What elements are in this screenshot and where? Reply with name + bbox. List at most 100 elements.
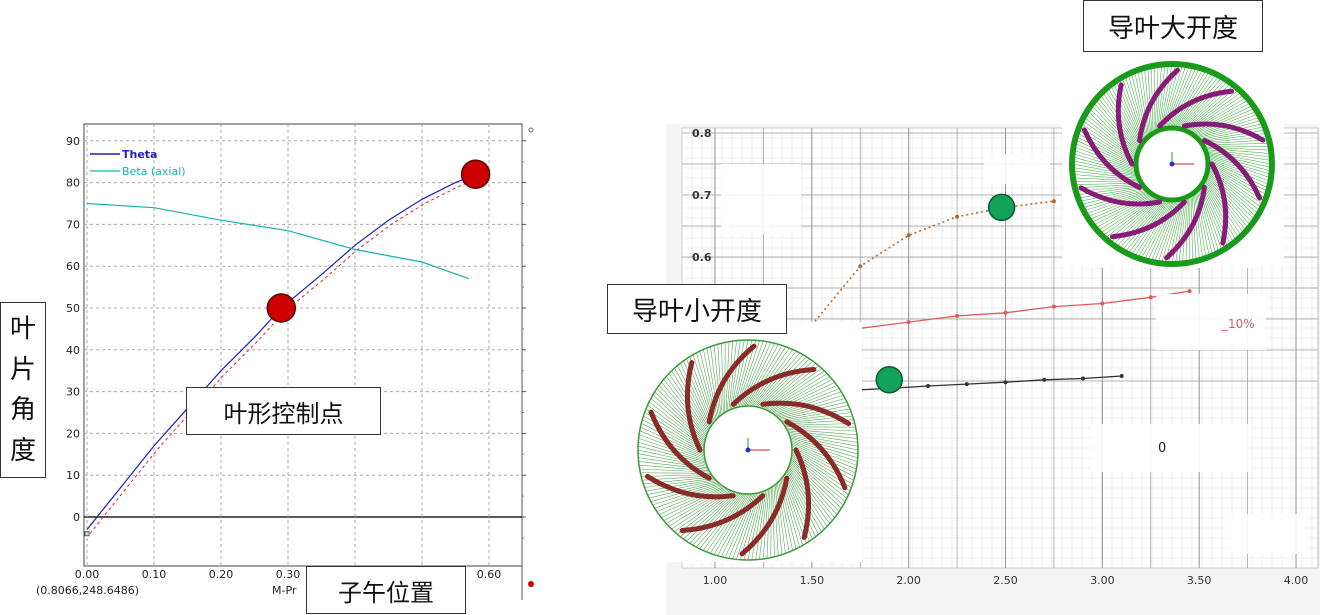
red-10-percent-curve-point (955, 313, 960, 318)
right-y-tick-label: 0.7 (692, 189, 712, 202)
hatch-line (1074, 139, 1137, 169)
hatch-line (1207, 159, 1270, 189)
hatch-line (751, 490, 765, 560)
hatch-line (780, 408, 851, 421)
right-x-tick-label: 1.00 (703, 574, 728, 587)
scan-patch-label-10 (1156, 294, 1266, 350)
hatch-line (638, 445, 707, 464)
hatch-line (654, 484, 722, 509)
hatch-line (671, 370, 709, 431)
hatch-line (1170, 68, 1204, 129)
hatch-line (1182, 196, 1189, 264)
impeller-blade (648, 409, 712, 481)
hatch-line (658, 486, 724, 515)
hatch-line (727, 341, 734, 412)
blade-angle-axis-label: 叶 片 角 度 (0, 302, 46, 478)
hatch-line (789, 463, 835, 518)
red-10-percent-curve-point (1003, 310, 1008, 315)
hatch-line (1207, 161, 1269, 192)
scan-patch (1226, 514, 1306, 554)
hatch-line (1110, 84, 1142, 146)
blade-angle-char: 片 (9, 354, 36, 385)
hatch-line (1115, 198, 1164, 248)
hatch-line (1192, 193, 1200, 261)
hatch-line (658, 385, 706, 439)
hatch-line (1088, 107, 1138, 156)
hatch-line (1079, 187, 1146, 202)
hatch-line (790, 460, 840, 512)
blade-control-point (460, 159, 491, 189)
operating-point-marker (987, 193, 1016, 222)
impeller-blade (1157, 88, 1234, 129)
hatch-line (1074, 142, 1137, 170)
impeller-blade (1110, 199, 1187, 240)
hatch-line (1197, 123, 1264, 140)
hatch-line (1088, 192, 1151, 221)
hatch-line (791, 446, 854, 481)
hatch-line (744, 344, 779, 407)
large-opening-impeller-image (1062, 54, 1284, 268)
red-10-percent-curve-point (1100, 301, 1105, 306)
hatch-line (791, 442, 857, 470)
hatch-line (747, 346, 786, 407)
impeller-blade (1201, 138, 1263, 201)
beta-series-line (86, 202, 470, 280)
hatch-line (1205, 151, 1273, 165)
hatch-line (755, 490, 767, 560)
black-zero-curve-point (1042, 377, 1047, 382)
hatch-line (1157, 64, 1166, 132)
legend-theta-label: Theta (122, 148, 157, 161)
hatch-line (649, 481, 718, 499)
hatch-line (772, 385, 838, 414)
hatch-line (743, 343, 775, 407)
right-x-tick-label: 3.00 (1090, 574, 1115, 587)
left-x-tick-label: 0.60 (477, 568, 502, 581)
hatch-line (788, 431, 858, 443)
left-x-tick-label: 0.30 (276, 568, 301, 581)
hatch-line (772, 486, 775, 557)
red-10-percent-curve-point (906, 320, 911, 325)
hatch-line (785, 471, 819, 535)
orange-curve-point (955, 214, 960, 219)
impeller-outer-ring (637, 339, 859, 561)
small-opening-impeller-image (628, 322, 862, 562)
blade-angle-char: 叶 (9, 314, 36, 345)
right-x-tick-label: 1.50 (800, 574, 825, 587)
hatch-line (785, 473, 816, 537)
left-y-tick-label: 90 (66, 135, 80, 148)
hatch-line (1195, 190, 1210, 257)
left-y-tick-label: 0 (73, 511, 80, 524)
hatch-line (1167, 66, 1197, 129)
hatch-line (677, 365, 711, 429)
hatch-line (638, 441, 706, 463)
hatch-line (644, 478, 715, 488)
impeller-outer-ring (1069, 61, 1275, 267)
impeller-center (745, 447, 751, 453)
left-y-tick-label: 70 (66, 218, 80, 231)
hatch-line (1090, 104, 1138, 155)
hatch-line (663, 487, 727, 521)
red-10-percent-curve-point (1187, 289, 1192, 294)
hatch-line (713, 345, 722, 416)
hatch-line (753, 352, 800, 407)
left-x-tick-label: 0.10 (142, 568, 167, 581)
hatch-line (1090, 193, 1153, 223)
blade-angle-char: 度 (9, 435, 36, 466)
black-zero-curve-point (1080, 376, 1085, 381)
hatch-line (790, 458, 842, 509)
hatch-line (771, 382, 835, 413)
hatch-line (661, 382, 707, 437)
hatch-line (663, 379, 707, 436)
hatch-line (749, 347, 790, 407)
left-y-ticks: 90 80 70 60 50 40 30 20 10 0 (66, 135, 80, 524)
hatch-line (1075, 136, 1137, 167)
hatch-line (1137, 69, 1150, 137)
hatch-line (1092, 194, 1154, 226)
hatch-line (637, 449, 707, 466)
hatch-line (777, 482, 790, 553)
left-y-tick-label: 20 (66, 427, 80, 440)
hatch-line (680, 363, 711, 427)
hatch-line (758, 358, 810, 408)
hatch-line (1071, 163, 1139, 177)
